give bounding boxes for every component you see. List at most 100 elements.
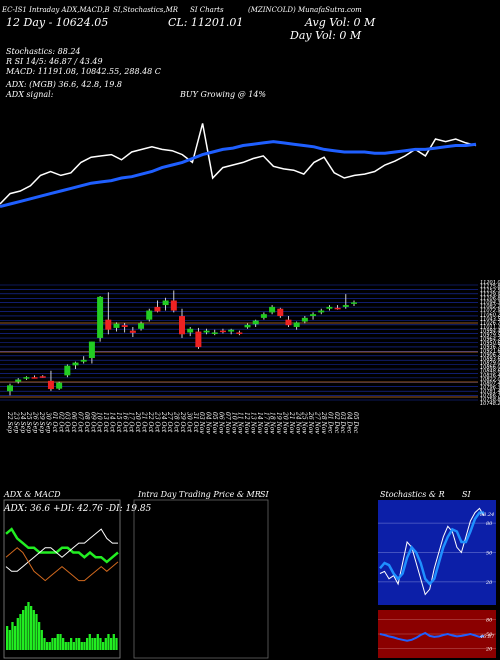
- stoch-k-line: [379, 507, 485, 596]
- macd-histogram-bar: [40, 630, 43, 650]
- date-tick-label: 18 Nov: [269, 412, 276, 434]
- price-tick-label: 10893.62: [480, 357, 500, 363]
- macd-histogram-bar: [86, 638, 89, 650]
- minus-di-value: -DI: 19.85: [105, 504, 152, 514]
- macd-histogram-bar: [38, 622, 41, 650]
- date-tick-label: 27 Nov: [314, 411, 321, 434]
- candle-body: [301, 317, 308, 322]
- date-tick-label: 24 Nov: [294, 411, 301, 434]
- date-tick-label: 03 Oct: [64, 412, 71, 433]
- header-title-mid2: SI Charts: [190, 6, 224, 14]
- plus-di-value: +DI: 42.76: [52, 504, 103, 514]
- date-tick-label: 24 Oct: [160, 411, 167, 433]
- macd-histogram-bar: [6, 626, 9, 650]
- date-tick-label: 02 Dec: [333, 412, 340, 434]
- macd-histogram-bar: [91, 638, 94, 650]
- price-tick-label: 11152.51: [480, 288, 500, 294]
- candle-body: [203, 330, 210, 333]
- macd-histogram-bar: [67, 642, 70, 650]
- date-tick-label: 16 Oct: [121, 412, 128, 433]
- macd-histogram-bar: [96, 634, 99, 650]
- macd-histogram-bar: [22, 610, 25, 650]
- macd-histogram-bar: [56, 634, 59, 650]
- candle-body: [56, 382, 63, 389]
- date-tick-label: 22 Oct: [147, 411, 154, 433]
- candle-body: [129, 330, 136, 333]
- date-tick-label: 03 Nov: [198, 412, 205, 434]
- date-tick-label: 20 Oct: [134, 411, 141, 433]
- price-tick-label: 11011.19: [480, 324, 500, 330]
- date-tick-label: 27 Oct: [166, 411, 173, 433]
- macd-histogram-bar: [54, 638, 57, 650]
- price-tick-label: 11060.28: [480, 312, 500, 318]
- candle-body: [252, 320, 259, 325]
- candle-body: [211, 332, 218, 334]
- date-tick-label: 11 Nov: [237, 412, 244, 434]
- date-tick-label: 04 Dec: [346, 412, 353, 434]
- price-tick-label: 10994.46: [480, 328, 500, 334]
- adx-signal-value: BUY Growing @ 14%: [180, 90, 267, 99]
- price-tick-label: 11175.89: [480, 284, 500, 290]
- date-tick-label: 30 Oct: [185, 412, 192, 433]
- macd-histogram-bar: [107, 634, 110, 650]
- macd-histogram-bar: [99, 638, 102, 650]
- macd-histogram-bar: [43, 638, 46, 650]
- header-title-right: (MZINCOLD) MunafaSutra.com: [248, 6, 362, 14]
- macd-histogram-bar: [59, 634, 62, 650]
- price-tick-label: 11082.20: [480, 304, 500, 310]
- adx-line: [5, 547, 119, 582]
- macd-histogram-bar: [102, 642, 105, 650]
- date-tick-label: 07 Nov: [224, 412, 231, 434]
- date-tick-label: 04 Nov: [205, 412, 212, 434]
- macd-histogram-bar: [75, 638, 78, 650]
- candle-body: [342, 305, 349, 307]
- candle-body: [113, 323, 120, 328]
- panel-intraday-title-suffix: SI: [260, 490, 269, 499]
- price-tick-label: 10906.28: [480, 353, 500, 359]
- stoch-tick-label: 80: [486, 521, 493, 527]
- date-tick-label: 15 Oct: [115, 412, 122, 433]
- macd-histogram-bar: [83, 642, 86, 650]
- price-tick-label: 10807.44: [480, 381, 500, 387]
- macd-histogram-bar: [27, 602, 30, 650]
- macd-histogram-bar: [72, 642, 75, 650]
- macd-histogram-bar: [62, 638, 65, 650]
- date-tick-label: 06 Oct: [70, 412, 77, 433]
- price-tick-label: 11094.35: [480, 300, 500, 306]
- price-tick-label: 10796.37: [480, 385, 500, 391]
- macd-histogram-bar: [48, 642, 51, 650]
- stoch-tick-label: 20: [485, 580, 493, 586]
- candle-body: [31, 377, 38, 379]
- candle-body: [179, 316, 185, 335]
- adx-minus-di-line: [5, 528, 118, 572]
- stoch-value-label: 88.24: [480, 512, 494, 518]
- candle-body: [285, 319, 292, 326]
- candle-body: [88, 341, 95, 359]
- rsi-readout: R SI 14/5: 46.87 / 43.49: [6, 57, 103, 66]
- macd-histogram-bar: [11, 622, 14, 650]
- price-tick-label: 10748.24: [480, 401, 500, 407]
- date-tick-label: 10 Oct: [96, 412, 103, 433]
- date-tick-label: 25 Nov: [301, 411, 308, 434]
- price-tick-label: 10950.67: [480, 341, 500, 347]
- macd-histogram-bar: [110, 638, 113, 650]
- ema-line: [0, 140, 477, 209]
- date-tick-label: 14 Nov: [256, 412, 263, 434]
- date-tick-label: 05 Dec: [352, 412, 359, 434]
- stoch-d-line: [379, 511, 484, 586]
- price-tick-label: 10822.09: [480, 377, 500, 383]
- date-tick-label: 13 Oct: [102, 412, 109, 433]
- adx-panel-readouts: ADX: 36.6 +DI: 42.76 -DI: 19.85: [4, 504, 151, 514]
- rsi-line: [379, 631, 485, 642]
- price-tick-label: 10964.24: [480, 336, 500, 342]
- date-tick-label: 29 Sep: [38, 411, 45, 433]
- rsi-value-label: 46.87: [479, 634, 495, 640]
- date-tick-label: 06 Nov: [217, 412, 224, 434]
- date-tick-label: 13 Nov: [249, 412, 256, 434]
- macd-histogram-bar: [8, 630, 11, 650]
- price-tick-label: 11129.90: [480, 292, 500, 298]
- avg-vol-label: Avg Vol: 0 M: [305, 16, 376, 29]
- candle-body: [72, 362, 79, 366]
- candle-body: [23, 377, 30, 379]
- candle-body: [277, 308, 284, 317]
